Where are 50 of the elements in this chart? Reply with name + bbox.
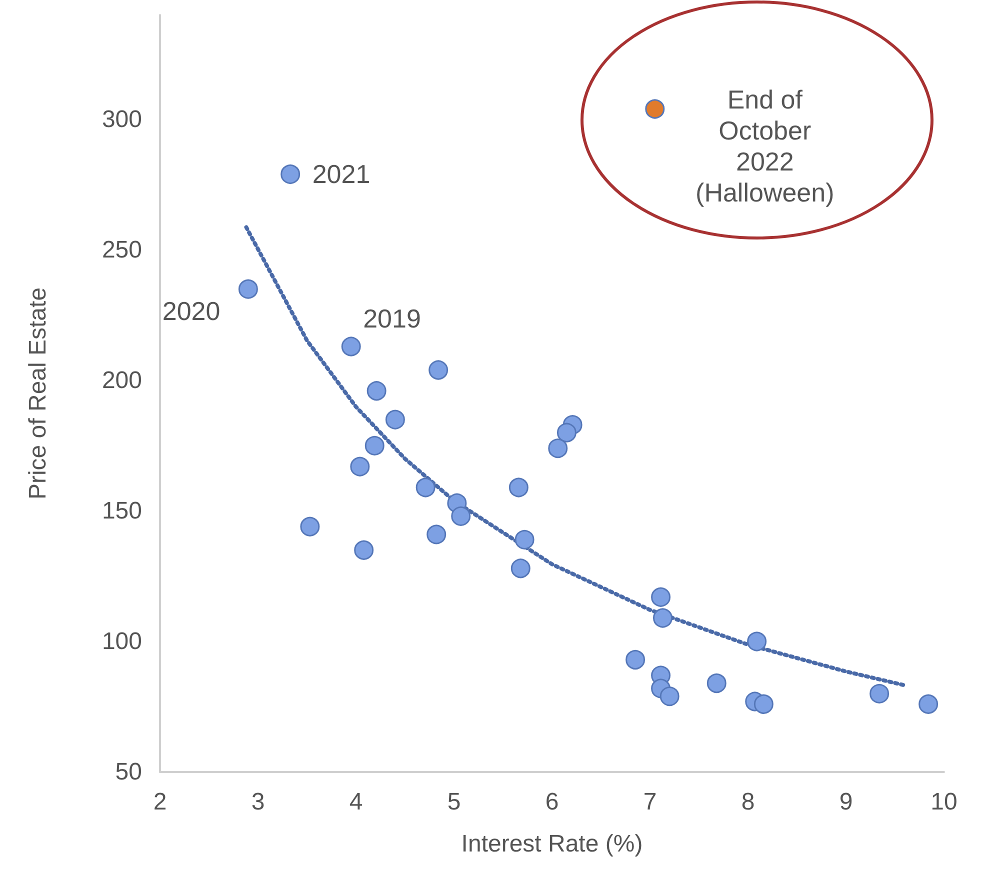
point — [651, 587, 671, 607]
x-tick-label: 5 — [447, 788, 461, 816]
point — [645, 99, 665, 119]
x-tick-label: 3 — [251, 788, 265, 816]
point — [660, 686, 680, 706]
point — [870, 684, 890, 704]
x-tick-label: 8 — [741, 788, 755, 816]
line-series — [244, 225, 906, 688]
x-tick-label: 9 — [839, 788, 853, 816]
x-axis-title: Interest Rate (%) — [461, 830, 643, 858]
x-tick-label: 7 — [643, 788, 657, 816]
y-axis-title: Price of Real Estate — [24, 287, 52, 500]
point — [238, 279, 258, 299]
point — [706, 674, 726, 693]
point — [626, 650, 646, 670]
x-tick-label: 6 — [545, 788, 559, 816]
annotation: End of October 2022 (Halloween) — [696, 84, 834, 208]
y-tick-label: 100 — [102, 628, 142, 655]
y-tick-label: 50 — [115, 758, 142, 786]
point — [451, 506, 471, 526]
point — [416, 478, 436, 498]
annotation: 2021 — [312, 159, 370, 190]
point — [280, 164, 300, 184]
point — [918, 694, 938, 714]
x-tick-label: 4 — [349, 788, 363, 816]
x-tick-label: 2 — [153, 788, 167, 816]
point — [754, 694, 774, 714]
point — [426, 524, 446, 544]
point — [556, 422, 576, 442]
point — [510, 558, 530, 578]
point — [354, 540, 374, 560]
y-tick-label: 250 — [102, 236, 142, 264]
x-tick-label: 10 — [930, 788, 958, 816]
point — [341, 336, 361, 356]
annotation: 2019 — [363, 304, 421, 334]
point — [548, 438, 568, 458]
point — [385, 410, 405, 430]
point — [653, 608, 672, 628]
point — [300, 516, 320, 536]
y-tick-label: 300 — [102, 106, 142, 133]
y-tick-label: 200 — [102, 366, 142, 394]
point — [747, 632, 767, 652]
point — [366, 381, 386, 401]
annotation: 2020 — [162, 296, 220, 326]
y-tick-label: 150 — [102, 497, 142, 524]
point — [514, 530, 534, 550]
point — [350, 456, 370, 476]
point — [364, 436, 384, 456]
point — [428, 360, 448, 380]
point — [508, 478, 528, 498]
